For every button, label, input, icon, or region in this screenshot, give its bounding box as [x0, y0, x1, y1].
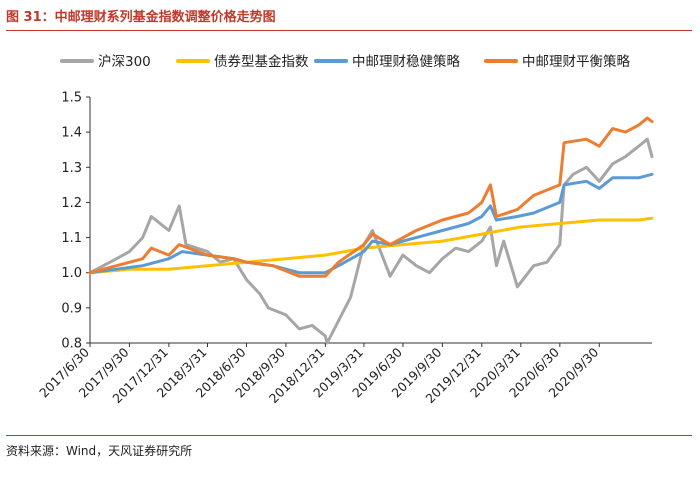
- figure-title: 图 31：中邮理财系列基金指数调整价格走势图: [6, 10, 276, 25]
- legend-label: 债券型基金指数: [214, 53, 309, 70]
- x-axis: 2017/6/302017/9/302017/12/312018/3/31201…: [36, 342, 652, 406]
- chart-legend: 沪深300 债券型基金指数 中邮理财稳健策略 中邮理财平衡策略: [60, 53, 630, 70]
- y-tick-label: 1.0: [61, 266, 82, 281]
- source-rule: [6, 435, 692, 436]
- legend-label: 沪深300: [98, 54, 151, 70]
- y-tick-label: 0.8: [61, 337, 82, 352]
- legend-label: 中邮理财稳健策略: [352, 53, 460, 70]
- y-tick-label: 1.4: [61, 126, 82, 141]
- legend-label: 中邮理财平衡策略: [522, 53, 630, 70]
- source-note: 资料来源：Wind，天风证券研究所: [6, 444, 193, 458]
- y-tick-label: 1.2: [61, 196, 82, 211]
- series-line-1: [88, 137, 654, 345]
- y-tick-label: 0.9: [61, 301, 82, 316]
- line-chart: 沪深300 债券型基金指数 中邮理财稳健策略 中邮理财平衡策略 0.8 0.9 1.0 1.…: [36, 53, 654, 406]
- y-tick-label: 1.5: [61, 91, 82, 106]
- y-tick-label: 1.1: [61, 231, 82, 246]
- title-rule: [6, 30, 692, 31]
- y-axis: 0.8 0.9 1.0 1.1 1.2 1.3 1.4 1.5: [61, 91, 91, 352]
- y-tick-label: 1.3: [61, 161, 82, 176]
- series-line-4: [88, 116, 654, 278]
- series-line-2: [88, 216, 654, 275]
- series-lines: [88, 116, 654, 345]
